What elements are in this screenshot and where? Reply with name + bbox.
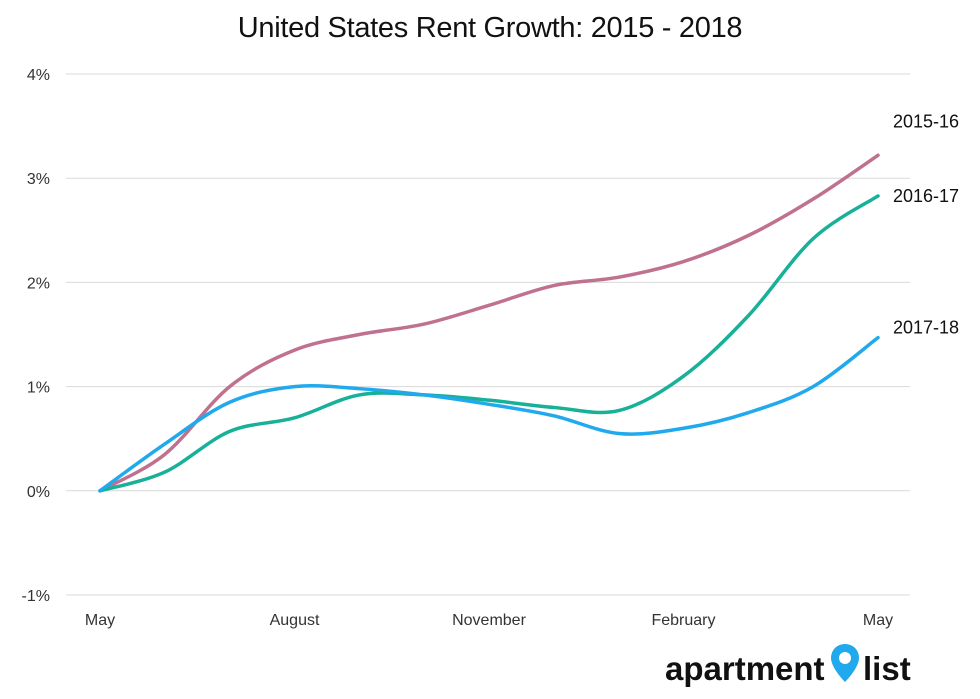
x-tick-label: February	[651, 612, 715, 629]
x-tick-label: May	[85, 612, 115, 629]
logo-text-list: list	[863, 650, 911, 687]
y-tick-label: 3%	[27, 171, 50, 188]
series-line-2016-17	[98, 194, 880, 493]
y-tick-label: 4%	[27, 67, 50, 84]
x-tick-label: August	[270, 612, 320, 629]
series-label-2015-16: 2015-16	[893, 111, 959, 131]
grid-layer	[66, 73, 910, 596]
logo-text-apartment: apartment	[665, 650, 825, 687]
x-tick-label: May	[863, 612, 893, 629]
series-layer	[98, 153, 880, 493]
y-tick-label: -1%	[22, 588, 50, 605]
chart-title: United States Rent Growth: 2015 - 2018	[237, 12, 743, 44]
series-line-2015-16	[98, 153, 880, 493]
series-labels: 2015-16 2016-17 2017-18	[893, 111, 959, 337]
map-pin-icon	[831, 644, 859, 682]
x-tick-label: November	[452, 612, 526, 629]
apartment-list-logo: apartment list	[665, 644, 911, 687]
x-axis-ticks: May August November February May	[85, 612, 893, 629]
series-label-2017-18: 2017-18	[893, 318, 959, 338]
series-line-2017-18	[98, 335, 880, 493]
y-axis-ticks: -1% 0% 1% 2% 3% 4%	[22, 67, 50, 605]
y-tick-label: 0%	[27, 484, 50, 501]
series-label-2016-17: 2016-17	[893, 186, 959, 206]
y-tick-label: 1%	[27, 380, 50, 397]
y-tick-label: 2%	[27, 275, 50, 292]
